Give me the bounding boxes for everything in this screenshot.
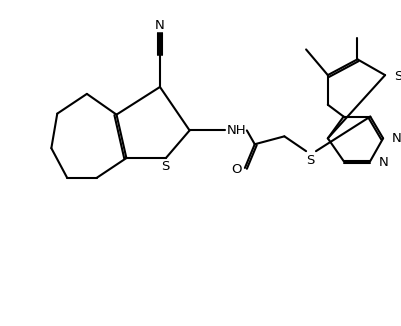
Text: NH: NH xyxy=(227,124,246,137)
Text: O: O xyxy=(231,163,242,176)
Text: N: N xyxy=(378,156,388,169)
Text: S: S xyxy=(305,154,314,167)
Text: S: S xyxy=(160,160,169,173)
Text: S: S xyxy=(393,70,401,82)
Text: N: N xyxy=(391,132,401,145)
Text: N: N xyxy=(155,19,164,32)
